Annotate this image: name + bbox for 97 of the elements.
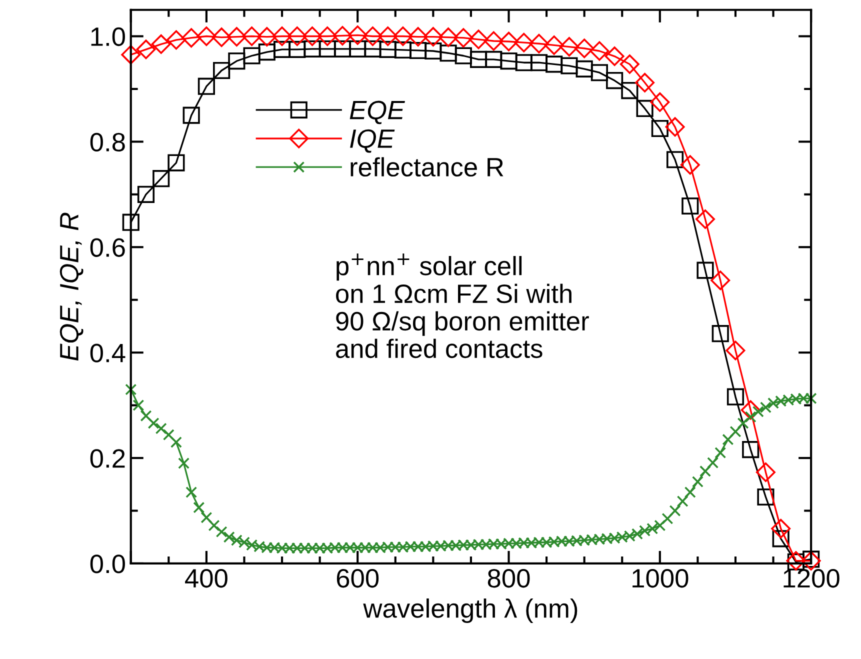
point bbox=[257, 27, 277, 47]
point bbox=[696, 209, 715, 229]
point bbox=[394, 41, 412, 58]
point bbox=[515, 54, 532, 72]
point bbox=[574, 38, 594, 58]
point bbox=[393, 26, 413, 46]
point bbox=[273, 40, 291, 58]
point bbox=[302, 26, 322, 46]
point bbox=[152, 170, 170, 188]
x-axis-title: wavelength λ (nm) bbox=[363, 598, 578, 624]
x-tick-label: 400 bbox=[185, 569, 228, 588]
point bbox=[621, 82, 638, 100]
point bbox=[332, 26, 352, 46]
point bbox=[590, 64, 608, 82]
point bbox=[349, 40, 366, 58]
point bbox=[756, 462, 776, 482]
point bbox=[136, 40, 156, 60]
point bbox=[772, 530, 790, 548]
y-tick-label: 0.8 bbox=[90, 132, 125, 152]
point bbox=[546, 56, 563, 73]
point bbox=[122, 214, 140, 231]
point bbox=[318, 26, 338, 46]
point bbox=[196, 26, 216, 46]
point bbox=[166, 30, 186, 50]
point bbox=[454, 28, 474, 48]
point bbox=[484, 31, 504, 51]
point bbox=[530, 54, 548, 72]
point bbox=[198, 78, 215, 95]
point bbox=[620, 54, 640, 74]
point bbox=[182, 28, 202, 48]
point bbox=[287, 26, 307, 46]
point bbox=[680, 155, 700, 175]
point bbox=[454, 47, 472, 64]
point bbox=[121, 44, 141, 64]
point bbox=[665, 117, 685, 137]
point bbox=[470, 50, 488, 68]
point bbox=[666, 151, 684, 168]
point bbox=[544, 35, 564, 55]
point bbox=[726, 388, 744, 406]
point bbox=[468, 30, 488, 50]
point bbox=[651, 120, 668, 138]
x-tick-label: 800 bbox=[488, 569, 530, 588]
point bbox=[151, 34, 171, 54]
point bbox=[182, 106, 200, 124]
point bbox=[378, 26, 398, 46]
point bbox=[757, 488, 774, 506]
point bbox=[212, 28, 232, 48]
point bbox=[272, 26, 292, 46]
y-axis-title: EQE, IQE, R bbox=[60, 212, 84, 361]
point bbox=[213, 62, 230, 80]
point bbox=[137, 186, 155, 203]
y-tick-label: 0.6 bbox=[90, 238, 125, 257]
point bbox=[514, 32, 534, 52]
point bbox=[682, 197, 699, 215]
point bbox=[485, 50, 502, 68]
point bbox=[243, 47, 260, 64]
point bbox=[228, 52, 246, 70]
point bbox=[423, 27, 443, 47]
point bbox=[226, 27, 246, 47]
legend-label: EQE bbox=[350, 100, 405, 124]
y-tick-label: 0.2 bbox=[90, 449, 125, 468]
point bbox=[500, 52, 518, 70]
point bbox=[604, 46, 624, 66]
point bbox=[258, 44, 276, 61]
point bbox=[635, 72, 655, 92]
legend-label: IQE bbox=[350, 129, 395, 153]
point bbox=[242, 26, 262, 46]
point bbox=[650, 92, 670, 112]
x-tick-label: 600 bbox=[336, 569, 379, 588]
annotation: p$^{+}$nn$^{+}$ solar cell on 1 Ωcm FZ Si with 90 Ω/sq boron emitter and fired contacts bbox=[336, 253, 589, 358]
point bbox=[348, 25, 368, 45]
point bbox=[771, 518, 791, 538]
y-tick-label: 0.4 bbox=[90, 344, 126, 362]
point bbox=[726, 340, 746, 360]
x-tick-label: 1000 bbox=[632, 569, 688, 588]
point bbox=[362, 26, 382, 46]
x-tick-label: 1200 bbox=[784, 569, 840, 588]
point bbox=[168, 154, 185, 172]
y-tick-label: 1.0 bbox=[91, 27, 125, 46]
point bbox=[710, 270, 730, 290]
point bbox=[712, 325, 729, 342]
point bbox=[438, 28, 458, 48]
point bbox=[408, 27, 428, 47]
point bbox=[560, 57, 578, 74]
point bbox=[440, 44, 457, 62]
point bbox=[696, 262, 714, 279]
point bbox=[576, 60, 593, 78]
point bbox=[529, 34, 549, 54]
point bbox=[334, 40, 352, 58]
point bbox=[636, 100, 654, 118]
point bbox=[559, 37, 579, 57]
point bbox=[499, 32, 518, 52]
point bbox=[590, 41, 610, 61]
point bbox=[606, 72, 624, 90]
point bbox=[742, 441, 760, 458]
legend-label: reflectance R bbox=[350, 157, 504, 177]
y-tick-label: 0.0 bbox=[90, 554, 125, 574]
